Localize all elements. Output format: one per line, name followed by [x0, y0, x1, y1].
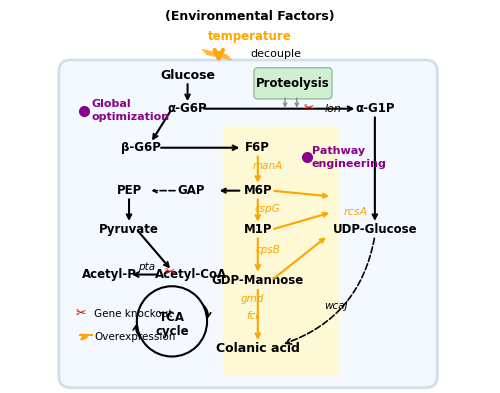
- Text: cpsB: cpsB: [255, 245, 280, 255]
- Text: Acetyl-P: Acetyl-P: [82, 268, 137, 281]
- Text: α-G1P: α-G1P: [355, 102, 395, 115]
- Text: fcl: fcl: [246, 311, 258, 321]
- Text: PEP: PEP: [116, 184, 141, 197]
- Text: Global
optimization: Global optimization: [92, 99, 170, 122]
- FancyBboxPatch shape: [59, 60, 438, 388]
- Text: decouple: decouple: [250, 49, 301, 59]
- Text: wcaJ: wcaJ: [324, 301, 347, 311]
- Text: rcsA: rcsA: [344, 207, 368, 217]
- Text: ✂: ✂: [165, 266, 175, 279]
- Text: gmd: gmd: [240, 294, 264, 304]
- Text: (Environmental Factors): (Environmental Factors): [165, 11, 335, 24]
- Text: ✂: ✂: [304, 102, 314, 115]
- Text: GDP-Mannose: GDP-Mannose: [212, 274, 304, 287]
- Text: Glucose: Glucose: [160, 69, 215, 82]
- Text: α-G6P: α-G6P: [168, 102, 207, 115]
- Text: cycle: cycle: [155, 325, 189, 338]
- Text: Overexpression: Overexpression: [94, 332, 176, 342]
- Text: M1P: M1P: [244, 223, 272, 236]
- Text: temperature: temperature: [208, 30, 292, 43]
- Text: Gene knockout: Gene knockout: [94, 309, 172, 319]
- Text: pta: pta: [138, 262, 155, 272]
- Text: β-G6P: β-G6P: [121, 141, 160, 154]
- Text: M6P: M6P: [244, 184, 272, 197]
- Text: manA: manA: [252, 161, 282, 171]
- Text: UDP-Glucose: UDP-Glucose: [332, 223, 417, 236]
- Text: Acetyl-CoA: Acetyl-CoA: [156, 268, 228, 281]
- FancyArrowPatch shape: [286, 238, 374, 344]
- Text: Pyruvate: Pyruvate: [99, 223, 159, 236]
- Text: F6P: F6P: [246, 141, 270, 154]
- Text: ✂: ✂: [75, 307, 86, 320]
- Text: Pathway
engineering: Pathway engineering: [312, 146, 386, 169]
- Text: Proteolysis: Proteolysis: [256, 77, 330, 90]
- Text: cspG: cspG: [254, 204, 280, 214]
- FancyBboxPatch shape: [222, 126, 340, 376]
- FancyBboxPatch shape: [254, 68, 332, 99]
- Text: Colanic acid: Colanic acid: [216, 342, 300, 355]
- Text: TCA: TCA: [159, 311, 185, 324]
- Text: lon: lon: [324, 104, 341, 114]
- Text: GAP: GAP: [178, 184, 205, 197]
